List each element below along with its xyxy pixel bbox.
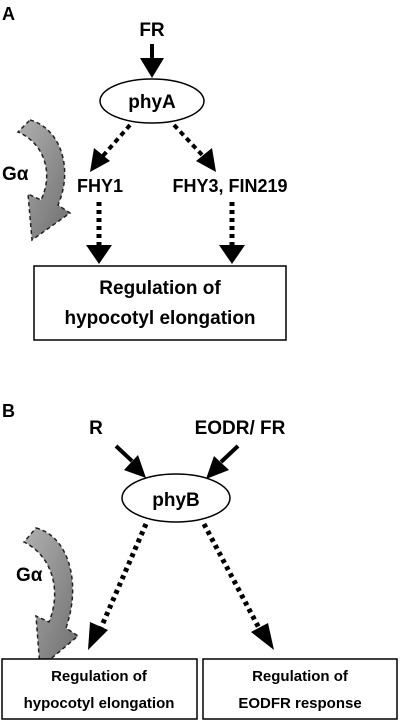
phya-node: phyA <box>99 78 205 124</box>
output-b-left-line2: hypocotyl elongation <box>24 695 175 712</box>
output-b-left-line1: Regulation of <box>51 668 148 685</box>
output-b-right-line1: Regulation of <box>252 668 349 685</box>
phya-to-fhy3-arrow <box>172 123 216 172</box>
fhy1-to-output-arrow <box>86 202 112 264</box>
fhy3-to-output-arrow <box>219 202 245 264</box>
fr-to-phya-arrow <box>140 44 164 78</box>
g-protein-curved-arrow-b: Gα <box>16 527 80 670</box>
output-box-b-left: Regulation of hypocotyl elongation <box>1 658 198 720</box>
phyb-label: phyB <box>152 490 200 511</box>
fhy1-label: FHY1 <box>77 176 123 196</box>
output-box-a: Regulation of hypocotyl elongation <box>33 265 287 341</box>
curved-arrow-icon <box>16 119 72 242</box>
phyb-to-left-output-arrow <box>88 523 149 650</box>
g-alpha-label-a: Gα <box>2 164 29 185</box>
output-a-line1: Regulation of <box>99 278 221 299</box>
input-fr-label: FR <box>139 20 165 41</box>
input-r-label: R <box>89 418 103 439</box>
eodr-to-phyb-arrow <box>206 444 240 479</box>
phya-to-fhy1-arrow <box>90 123 132 172</box>
g-alpha-label-b: Gα <box>16 565 43 586</box>
panel-b-label: B <box>2 401 15 421</box>
input-eodr-fr-label: EODR/ FR <box>195 418 286 439</box>
panel-a: A FR phyA Gα FHY1 FHY3, FIN219 <box>2 4 288 341</box>
phyb-to-right-output-arrow <box>201 522 274 650</box>
panel-a-label: A <box>2 4 15 24</box>
output-b-right-line2: EODFR response <box>238 695 361 712</box>
r-to-phyb-arrow <box>114 444 146 478</box>
output-a-line2: hypocotyl elongation <box>64 308 255 329</box>
phya-label: phyA <box>128 92 176 113</box>
panel-b: B R EODR/ FR phyB Gα Regul <box>1 401 398 720</box>
fhy3-fin219-label: FHY3, FIN219 <box>172 176 287 196</box>
curved-arrow-icon <box>22 527 80 670</box>
output-box-b-right: Regulation of EODFR response <box>202 658 398 720</box>
g-protein-curved-arrow-a: Gα <box>2 119 72 242</box>
phyb-node: phyB <box>121 473 231 523</box>
